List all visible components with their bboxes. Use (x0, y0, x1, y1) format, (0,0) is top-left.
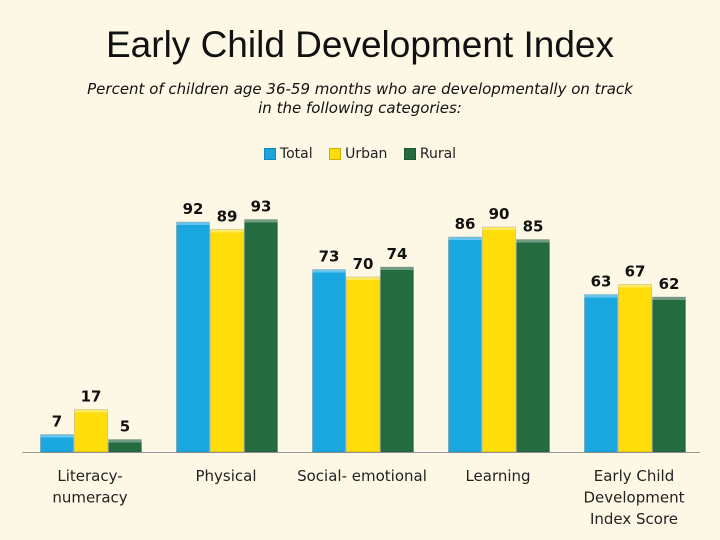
chart-title: Early Child Development Index (106, 24, 614, 65)
category-label: Literacy- (57, 467, 122, 485)
bar-urban (346, 276, 380, 453)
legend-label: Urban (345, 146, 388, 162)
bar-highlight (584, 294, 618, 298)
bar-urban (482, 226, 516, 453)
category-label: numeracy (52, 489, 127, 507)
bar-highlight (346, 277, 380, 280)
legend-label: Rural (419, 146, 457, 162)
legend-item-urban: Urban (329, 146, 387, 162)
data-label: 89 (217, 208, 238, 226)
bar-rural (244, 219, 278, 453)
bar-highlight (652, 297, 686, 300)
bar-total (176, 221, 210, 453)
bar-rural (652, 296, 686, 453)
legend-label: Total (279, 146, 313, 162)
bar-total (584, 294, 618, 453)
bar-highlight (210, 229, 244, 233)
data-label: 93 (251, 198, 272, 216)
legend-swatch (263, 148, 276, 160)
data-label: 7 (52, 413, 62, 431)
data-label: 74 (387, 245, 408, 263)
bar-highlight (40, 434, 74, 438)
bar-highlight (312, 269, 346, 273)
bar-highlight (618, 284, 652, 288)
bar-highlight (516, 239, 550, 243)
legend-item-rural: Rural (403, 146, 457, 162)
subtitle-line: Percent of children age 36-59 months who… (87, 80, 633, 98)
data-label: 86 (455, 215, 476, 233)
bar-total (448, 236, 482, 453)
bar-urban (210, 229, 244, 453)
bar-highlight (74, 409, 108, 413)
bar-urban (74, 409, 108, 453)
data-label: 63 (591, 273, 612, 291)
legend-swatch (403, 148, 416, 160)
data-label: 5 (120, 418, 130, 436)
bar-urban (618, 284, 652, 453)
bar-highlight (482, 227, 516, 230)
chart-subtitle: Percent of children age 36-59 months who… (60, 80, 660, 118)
bar-rural (380, 266, 414, 453)
category-label: Physical (195, 467, 256, 485)
data-label: 70 (353, 255, 374, 273)
data-label: 85 (523, 218, 544, 236)
category-label: Early Child (594, 467, 675, 485)
legend-swatch (329, 148, 342, 160)
data-label: 73 (319, 248, 340, 266)
bar-rural (108, 439, 142, 453)
data-label: 90 (489, 205, 510, 223)
bar-rural (516, 239, 550, 453)
category-label: Index Score (590, 510, 678, 528)
bar-highlight (448, 237, 482, 240)
bar-total (40, 434, 74, 453)
bar-highlight (380, 267, 414, 270)
data-label: 92 (183, 200, 204, 218)
bar-highlight (176, 222, 210, 225)
data-label: 17 (81, 388, 102, 406)
category-label: Development (584, 489, 685, 507)
bar-total (312, 269, 346, 453)
subtitle-line: in the following categories: (258, 99, 462, 117)
category-label: Learning (465, 467, 530, 485)
legend-item-total: Total (263, 146, 313, 162)
legend: Total Urban Rural (0, 146, 720, 164)
bar-highlight (244, 219, 278, 223)
data-label: 62 (659, 275, 680, 293)
data-label: 67 (625, 263, 646, 281)
bar-highlight (108, 439, 142, 443)
category-label: Social- emotional (297, 467, 427, 485)
